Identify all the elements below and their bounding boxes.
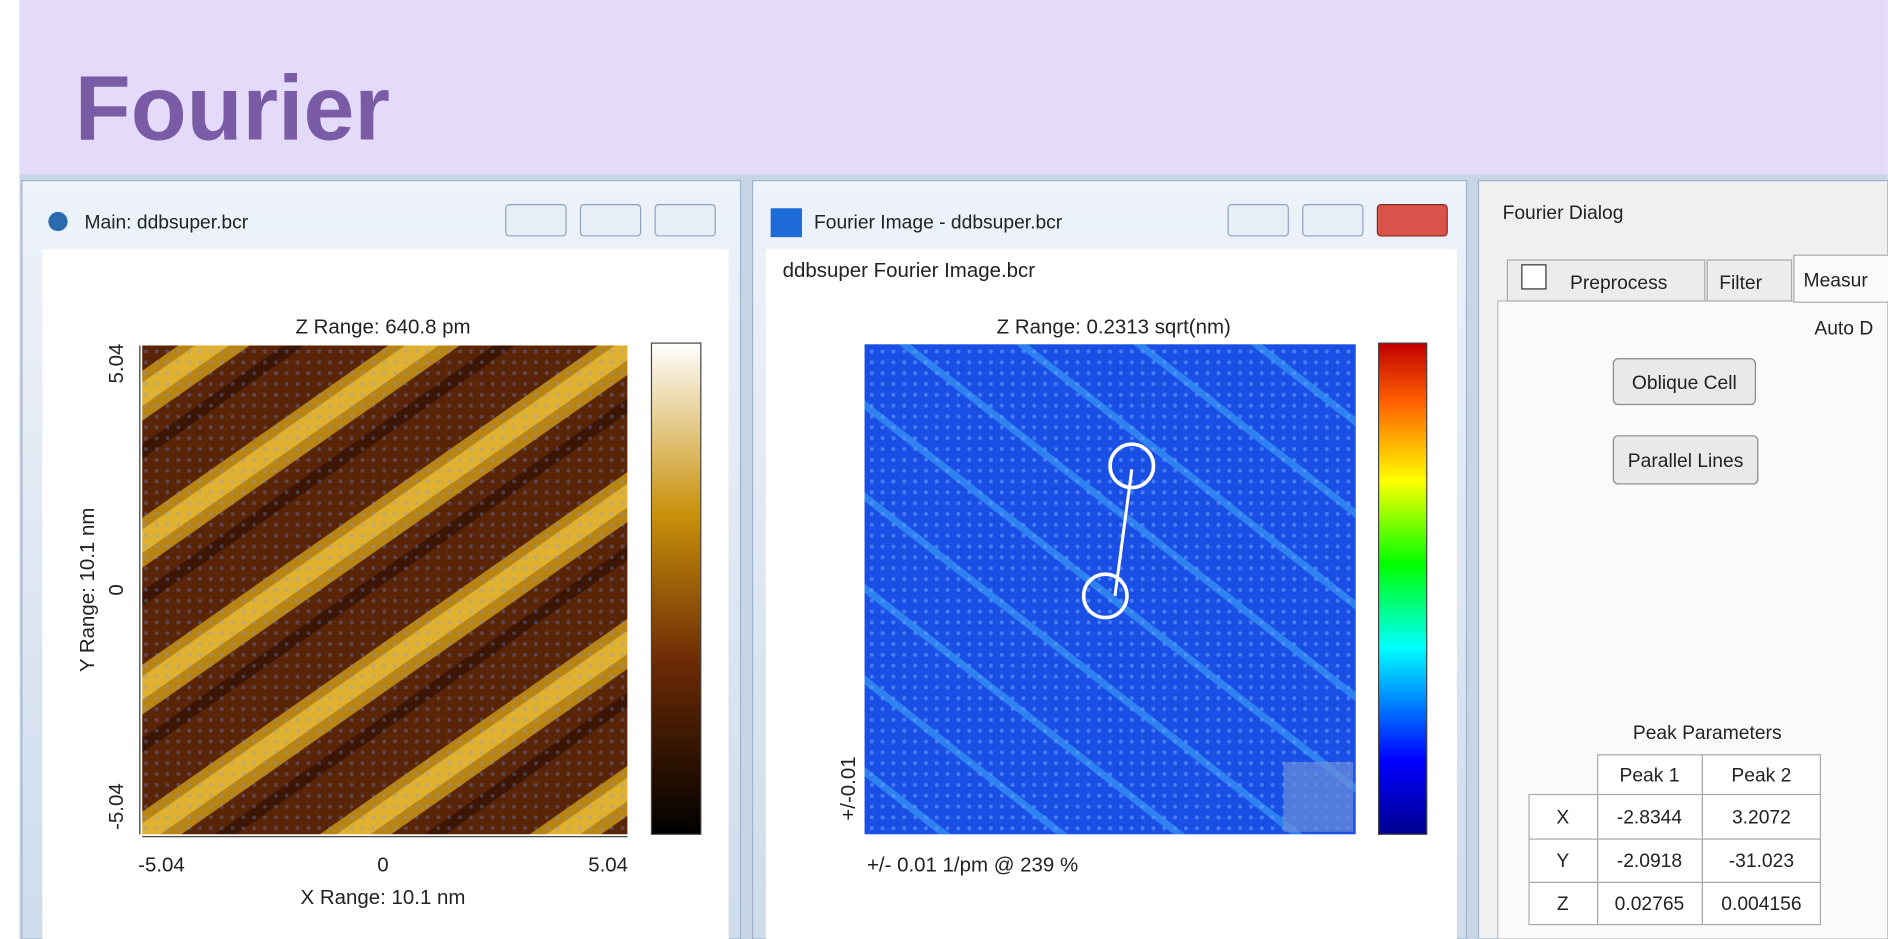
table-cell: -2.8344	[1617, 807, 1683, 828]
slide-title: Fourier	[75, 58, 390, 160]
colorbar	[651, 343, 700, 834]
table-header: Peak 2	[1731, 765, 1791, 786]
y-tick-label: 5.04	[105, 344, 128, 384]
close-button[interactable]	[1377, 205, 1447, 236]
fourier-window: Fourier Image - ddbsuper.bcr ddbsuper Fo…	[753, 181, 1467, 939]
button-label: Oblique Cell	[1632, 373, 1737, 394]
table-cell: 0.004156	[1721, 894, 1801, 915]
x-tick-label: 0	[377, 854, 388, 877]
table-cell: 0.02765	[1615, 894, 1685, 915]
x-tick-label: -5.04	[138, 854, 185, 877]
button-label: Parallel Lines	[1628, 451, 1744, 472]
z-range: Z Range: 640.8 pm	[295, 315, 470, 338]
section-label: Auto D	[1814, 319, 1873, 340]
window-title: Fourier Image - ddbsuper.bcr	[814, 213, 1063, 234]
y-axis-label: Y Range: 10.1 nm	[76, 508, 99, 673]
tab-label: Preprocess	[1570, 273, 1667, 294]
close-button[interactable]	[655, 205, 715, 236]
table-cell: -2.0918	[1617, 851, 1682, 872]
table-header: Peak 1	[1619, 765, 1679, 786]
y-tick-label: -5.04	[105, 783, 128, 830]
scale-label: +/-0.01	[837, 756, 860, 820]
row-label: Y	[1556, 851, 1569, 872]
footer: +/- 0.01 1/pm @ 239 %	[867, 854, 1078, 877]
file-name: ddbsuper Fourier Image.bcr	[783, 259, 1036, 282]
row-label: X	[1556, 807, 1569, 828]
x-axis-label: X Range: 10.1 nm	[301, 886, 466, 909]
fourier-dialog: Fourier Dialog Preprocess Filter Measur …	[1479, 181, 1888, 939]
maximize-button[interactable]	[1303, 205, 1363, 236]
y-tick-label: 0	[105, 584, 128, 595]
minimize-button[interactable]	[506, 205, 566, 236]
tab-label: Filter	[1719, 273, 1762, 294]
x-tick-label: 5.04	[588, 854, 628, 877]
dialog-title: Fourier Dialog	[1503, 203, 1624, 224]
table-cell: -31.023	[1729, 851, 1794, 872]
colorbar	[1379, 343, 1427, 834]
z-range: Z Range: 0.2313 sqrt(nm)	[997, 315, 1231, 338]
minimize-button[interactable]	[1228, 205, 1288, 236]
table-title: Peak Parameters	[1633, 723, 1782, 744]
main-window: Main: ddbsuper.bcr Z Range: 640.8 pm 5.0…	[22, 181, 741, 939]
row-label: Z	[1557, 894, 1569, 915]
screenshot: Fourier Main: ddbsuper.bcr Z Range: 640.…	[0, 0, 1888, 939]
maximize-button[interactable]	[580, 205, 640, 236]
page: {"slide": {"title": "Fourier"}, "main_wi…	[0, 0, 1888, 939]
window-title: Main: ddbsuper.bcr	[84, 213, 248, 234]
table-cell: 3.2072	[1732, 807, 1791, 828]
tab-label: Measur	[1804, 271, 1869, 292]
zoom-icon[interactable]	[1283, 762, 1353, 832]
